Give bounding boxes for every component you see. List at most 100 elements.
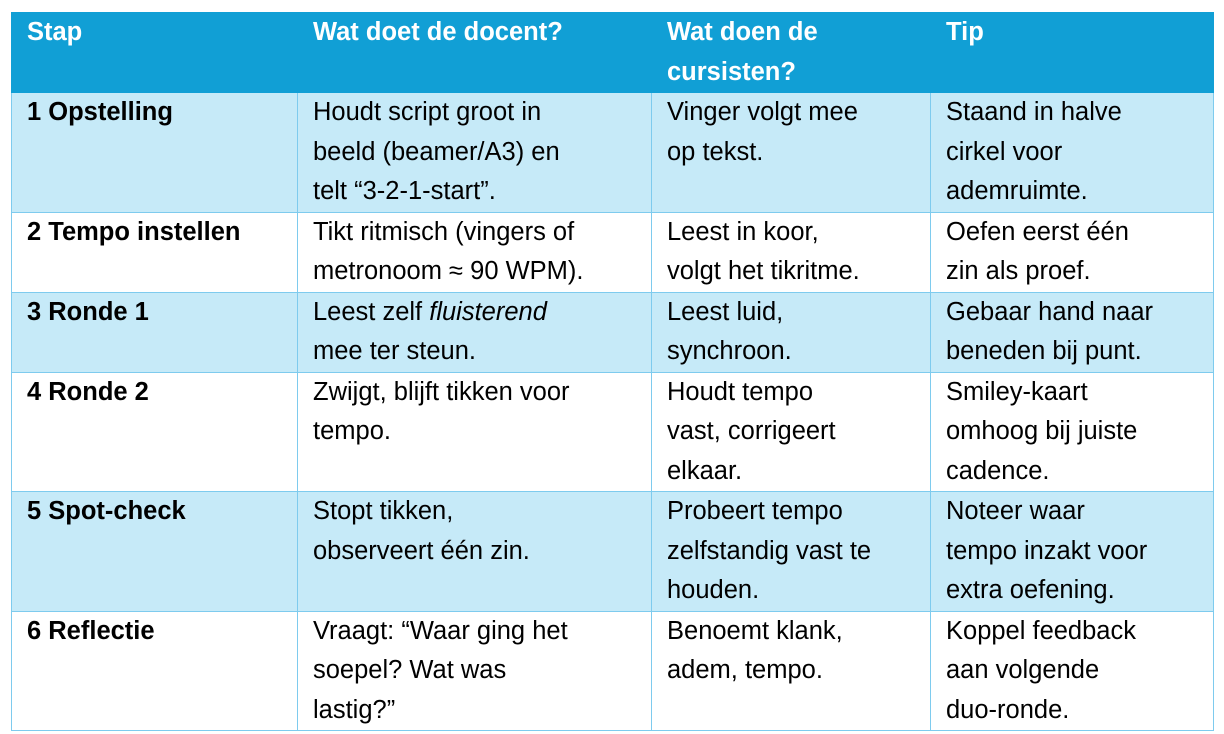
cell-line: Leest in koor, — [667, 213, 930, 253]
tip-cell: Smiley-kaart omhoog bij juiste cadence. — [930, 371, 1214, 492]
cell-line: Staand in halve — [946, 93, 1213, 133]
table-row: 2 Tempo instellen Tikt ritmisch (vingers … — [11, 211, 1214, 293]
cell-line: duo-ronde. — [946, 691, 1213, 731]
cell-line: volgt het tikritme. — [667, 252, 930, 292]
text: Houdt script groot in — [313, 98, 542, 126]
cell-line: adem, tempo. — [667, 651, 930, 691]
header-docent: Wat doet de docent? — [297, 12, 652, 93]
header-text: Tip — [946, 18, 984, 46]
tip-cell: Koppel feedback aan volgende duo-ronde. — [930, 610, 1214, 731]
cell-line: Noteer waar — [946, 492, 1213, 532]
text: observeert één zin. — [313, 536, 530, 565]
header-row: Stap Wat doet de docent? Wat doen de cursis… — [11, 12, 1214, 93]
docent-cell: Zwijgt, blijft tikken voor tempo. — [297, 371, 652, 492]
cell-line: cadence. — [946, 452, 1213, 492]
table-row: 4 Ronde 2 Zwijgt, blijft tikken voor tempo… — [11, 371, 1214, 492]
text: Staand in halve — [946, 98, 1122, 126]
step-cell: 3 Ronde 1 — [11, 291, 298, 373]
header-text: Wat doen de — [667, 18, 818, 46]
cell-line: Vinger volgt mee — [667, 93, 930, 133]
cell-line: metronoom ≈ 90 WPM). — [313, 252, 651, 292]
docent-cell: Houdt script groot in beeld (beamer/A3) e… — [297, 92, 652, 213]
text: Probeert tempo — [667, 497, 843, 525]
cell-line: telt “3-2-1-start”. — [313, 172, 651, 212]
text: Leest luid, — [667, 297, 784, 326]
cursisten-cell: Houdt tempo vast, corrigeert elkaar. — [651, 371, 931, 492]
cursisten-cell: Benoemt klank, adem, tempo. — [651, 610, 931, 731]
step-cell: 4 Ronde 2 — [11, 371, 298, 492]
cell-line: omhoog bij juiste — [946, 412, 1213, 452]
cell-line: zin als proef. — [946, 252, 1213, 292]
cell-line: houden. — [667, 571, 930, 611]
cell-line: lastig?” — [313, 691, 651, 731]
cursisten-cell: Leest in koor, volgt het tikritme. — [651, 211, 931, 293]
text: soepel? Wat was — [313, 656, 507, 684]
cell-line: cirkel voor — [946, 133, 1213, 173]
text: Benoemt klank, — [667, 616, 843, 645]
text: synchroon. — [667, 337, 792, 365]
cell-line: ademruimte. — [946, 172, 1213, 212]
step-cell: 6 Reflectie — [11, 610, 298, 731]
text: tempo. — [313, 417, 391, 445]
text: metronoom ≈ 90 WPM). — [313, 257, 584, 285]
cell-line: Houdt tempo — [667, 373, 930, 413]
step-cell: 5 Spot-check — [11, 491, 298, 612]
cell-line: beneden bij punt. — [946, 332, 1213, 372]
text: op tekst. — [667, 137, 764, 166]
cell-line: tempo. — [313, 412, 651, 452]
italic-text: fluisterend — [429, 297, 547, 326]
text: Stopt tikken, — [313, 497, 454, 525]
text: telt “3-2-1-start”. — [313, 177, 496, 205]
tip-cell: Staand in halve cirkel voor ademruimte. — [930, 92, 1214, 213]
table-row: 5 Spot-check Stopt tikken, observeert één … — [11, 491, 1214, 612]
text: elkaar. — [667, 456, 743, 485]
header-text: cursisten? — [667, 57, 796, 86]
text: ademruimte. — [946, 177, 1088, 205]
tip-cell: Noteer waar tempo inzakt voor extra oefeni… — [930, 491, 1214, 612]
cell-line: Benoemt klank, — [667, 612, 930, 652]
text: zin als proef. — [946, 257, 1091, 285]
text: lastig?” — [313, 695, 396, 724]
text: vast, corrigeert — [667, 417, 836, 445]
cell-line: aan volgende — [946, 651, 1213, 691]
cell-line: Zwijgt, blijft tikken voor — [313, 373, 651, 413]
text: aan volgende — [946, 656, 1100, 684]
text: Leest in koor, — [667, 217, 819, 246]
step-cell: 2 Tempo instellen — [11, 211, 298, 293]
text: Tikt ritmisch (vingers of — [313, 217, 575, 246]
text: beneden bij punt. — [946, 337, 1142, 365]
text: Smiley-kaart — [946, 377, 1088, 406]
text: Noteer waar — [946, 497, 1085, 525]
text: zelfstandig vast te — [667, 536, 872, 565]
text: cadence. — [946, 456, 1050, 485]
header-stap: Stap — [11, 12, 298, 93]
docent-cell: Leest zelf fluisterend mee ter steun. — [297, 291, 652, 373]
cell-line: tempo inzakt voor — [946, 532, 1213, 572]
text: adem, tempo. — [667, 656, 823, 684]
cell-line: Stopt tikken, — [313, 492, 651, 532]
text: Oefen eerst één — [946, 217, 1129, 246]
cell-line: Leest luid, — [667, 293, 930, 333]
cell-line: zelfstandig vast te — [667, 532, 930, 572]
text: omhoog bij juiste — [946, 417, 1138, 445]
text: mee ter steun. — [313, 337, 476, 365]
cell-line: Oefen eerst één — [946, 213, 1213, 253]
cell-line: Smiley-kaart — [946, 373, 1213, 413]
cell-line: Leest zelf fluisterend — [313, 293, 651, 333]
cell-line: vast, corrigeert — [667, 412, 930, 452]
text: volgt het tikritme. — [667, 257, 860, 285]
text: Vinger volgt mee — [667, 98, 858, 126]
docent-cell: Stopt tikken, observeert één zin. — [297, 491, 652, 612]
cell-line: extra oefening. — [946, 571, 1213, 611]
cell-line: mee ter steun. — [313, 332, 651, 372]
text: Houdt tempo — [667, 377, 814, 406]
tip-cell: Gebaar hand naar beneden bij punt. — [930, 291, 1214, 373]
docent-cell: Vraagt: “Waar ging het soepel? Wat was las… — [297, 610, 652, 731]
cursisten-cell: Vinger volgt mee op tekst. — [651, 92, 931, 213]
text: houden. — [667, 576, 760, 604]
tip-cell: Oefen eerst één zin als proef. — [930, 211, 1214, 293]
cell-line: Vraagt: “Waar ging het — [313, 612, 651, 652]
header-text: Stap — [27, 18, 83, 46]
cell-line: observeert één zin. — [313, 532, 651, 572]
table-row: 3 Ronde 1 Leest zelf fluisterend mee ter s… — [11, 291, 1214, 373]
